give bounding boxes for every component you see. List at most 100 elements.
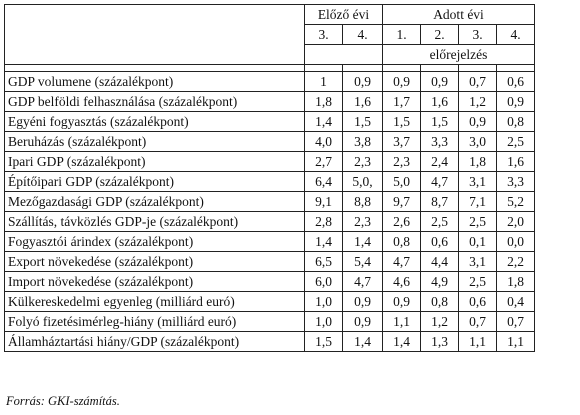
value-cell: 0,6 bbox=[420, 231, 459, 252]
value-cell: 1,4 bbox=[342, 231, 383, 252]
header-row-quarters: 3. 4. 1. 2. 3. 4. bbox=[5, 24, 535, 45]
value-cell: 0,9 bbox=[342, 291, 383, 312]
value-cell: 1,8 bbox=[458, 151, 497, 172]
row-label: GDP volumene (százalékpont) bbox=[4, 71, 305, 92]
value-cell: 2,5 bbox=[458, 211, 497, 232]
value-cell: 2,2 bbox=[496, 251, 535, 272]
value-cell: 1,0 bbox=[304, 291, 343, 312]
forecast-blank-cell bbox=[304, 44, 383, 65]
value-cell: 1,1 bbox=[496, 331, 535, 352]
value-cell: 5,0 bbox=[382, 171, 421, 192]
table-row: Építőipari GDP (százalékpont) 6,4 5,0, 5,0 4… bbox=[4, 171, 535, 192]
value-cell: 4,4 bbox=[420, 251, 459, 272]
value-cell: 3,3 bbox=[496, 171, 535, 192]
value-cell: 4,6 bbox=[382, 271, 421, 292]
value-cell: 8,7 bbox=[420, 191, 459, 212]
group-header-previous-year: Előző évi bbox=[304, 4, 383, 25]
forecast-label: előrejelzés bbox=[382, 44, 535, 65]
value-cell: 3,7 bbox=[382, 131, 421, 152]
value-cell: 0,0 bbox=[496, 231, 535, 252]
value-cell: 0,6 bbox=[458, 291, 497, 312]
row-label: Fogyasztói árindex (százalékpont) bbox=[4, 231, 305, 252]
value-cell: 3,3 bbox=[420, 131, 459, 152]
value-cell: 6,0 bbox=[304, 271, 343, 292]
value-cell: 1,2 bbox=[420, 311, 459, 332]
value-cell: 2,3 bbox=[342, 151, 383, 172]
value-cell: 1 bbox=[304, 71, 343, 92]
value-cell: 1,5 bbox=[342, 111, 383, 132]
value-cell: 0,7 bbox=[458, 71, 497, 92]
value-cell: 3,1 bbox=[458, 171, 497, 192]
value-cell: 6,4 bbox=[304, 171, 343, 192]
value-cell: 6,5 bbox=[304, 251, 343, 272]
value-cell: 1,6 bbox=[342, 91, 383, 112]
value-cell: 5,0, bbox=[342, 171, 383, 192]
value-cell: 0,9 bbox=[458, 111, 497, 132]
table-row: Folyó fizetésimérleg-hiány (milliárd eur… bbox=[4, 311, 535, 332]
value-cell: 0,9 bbox=[342, 311, 383, 332]
row-label: Egyéni fogyasztás (százalékpont) bbox=[4, 111, 305, 132]
value-cell: 1,6 bbox=[496, 151, 535, 172]
row-label: Export növekedése (százalékpont) bbox=[4, 251, 305, 272]
value-cell: 1,4 bbox=[382, 331, 421, 352]
value-cell: 4,7 bbox=[382, 251, 421, 272]
table-row: Export növekedése (százalékpont) 6,5 5,4 4,… bbox=[4, 251, 535, 272]
row-label: Államháztartási hiány/GDP (százalékpont) bbox=[4, 331, 305, 352]
value-cell: 0,8 bbox=[496, 111, 535, 132]
value-cell: 4,9 bbox=[420, 271, 459, 292]
value-cell: 0,8 bbox=[420, 291, 459, 312]
value-cell: 9,1 bbox=[304, 191, 343, 212]
row-label: Beruházás (százalékpont) bbox=[4, 131, 305, 152]
value-cell: 3,8 bbox=[342, 131, 383, 152]
quarter-header: 1. bbox=[382, 24, 421, 45]
forecast-table: Előző évi Adott évi 3. 4. 1. 2. 3. 4. el… bbox=[4, 4, 535, 352]
row-label: Mezőgazdasági GDP (százalékpont) bbox=[4, 191, 305, 212]
row-label: Szállítás, távközlés GDP-je (százalékpon… bbox=[4, 211, 305, 232]
quarter-header: 2. bbox=[420, 24, 459, 45]
value-cell: 1,1 bbox=[458, 331, 497, 352]
row-label: Külkereskedelmi egyenleg (milliárd euró) bbox=[4, 291, 305, 312]
table-row: Külkereskedelmi egyenleg (milliárd euró)… bbox=[4, 291, 535, 312]
value-cell: 1,5 bbox=[420, 111, 459, 132]
value-cell: 2,7 bbox=[304, 151, 343, 172]
quarter-header: 4. bbox=[496, 24, 535, 45]
value-cell: 2,5 bbox=[420, 211, 459, 232]
value-cell: 0,9 bbox=[420, 71, 459, 92]
quarter-header: 4. bbox=[342, 24, 383, 45]
value-cell: 1,4 bbox=[304, 231, 343, 252]
value-cell: 2,4 bbox=[420, 151, 459, 172]
value-cell: 0,6 bbox=[496, 71, 535, 92]
value-cell: 5,2 bbox=[496, 191, 535, 212]
value-cell: 4,0 bbox=[304, 131, 343, 152]
value-cell: 0,8 bbox=[382, 231, 421, 252]
value-cell: 1,7 bbox=[382, 91, 421, 112]
value-cell: 1,5 bbox=[382, 111, 421, 132]
row-label: Import növekedése (százalékpont) bbox=[4, 271, 305, 292]
value-cell: 2,5 bbox=[496, 131, 535, 152]
value-cell: 9,7 bbox=[382, 191, 421, 212]
value-cell: 1,3 bbox=[420, 331, 459, 352]
value-cell: 3,0 bbox=[458, 131, 497, 152]
table-row: GDP belföldi felhasználása (százalékpont… bbox=[4, 91, 535, 112]
table-row: Szállítás, távközlés GDP-je (százalékpon… bbox=[4, 211, 535, 232]
value-cell: 5,4 bbox=[342, 251, 383, 272]
group-header-current-year: Adott évi bbox=[382, 4, 535, 25]
table-row: GDP volumene (százalékpont) 1 0,9 0,9 0,9 0,7… bbox=[4, 71, 535, 92]
value-cell: 1,6 bbox=[420, 91, 459, 112]
table-row: Államháztartási hiány/GDP (százalékpont)… bbox=[4, 331, 535, 352]
row-label: Folyó fizetésimérleg-hiány (milliárd eur… bbox=[4, 311, 305, 332]
value-cell: 2,3 bbox=[382, 151, 421, 172]
value-cell: 4,7 bbox=[420, 171, 459, 192]
table-row: Egyéni fogyasztás (százalékpont) 1,4 1,5 1,… bbox=[4, 111, 535, 132]
value-cell: 2,0 bbox=[496, 211, 535, 232]
value-cell: 2,8 bbox=[304, 211, 343, 232]
table-row: Ipari GDP (százalékpont) 2,7 2,3 2,3 2,4 1,8 1… bbox=[4, 151, 535, 172]
header-row-forecast: előrejelzés bbox=[5, 44, 535, 65]
value-cell: 8,8 bbox=[342, 191, 383, 212]
value-cell: 1,8 bbox=[496, 271, 535, 292]
quarter-header: 3. bbox=[304, 24, 343, 45]
value-cell: 2,5 bbox=[458, 271, 497, 292]
table-row: Beruházás (százalékpont) 4,0 3,8 3,7 3,3 3,0 2… bbox=[4, 131, 535, 152]
header-row-groups: Előző évi Adott évi bbox=[4, 4, 535, 65]
value-cell: 1,4 bbox=[304, 111, 343, 132]
